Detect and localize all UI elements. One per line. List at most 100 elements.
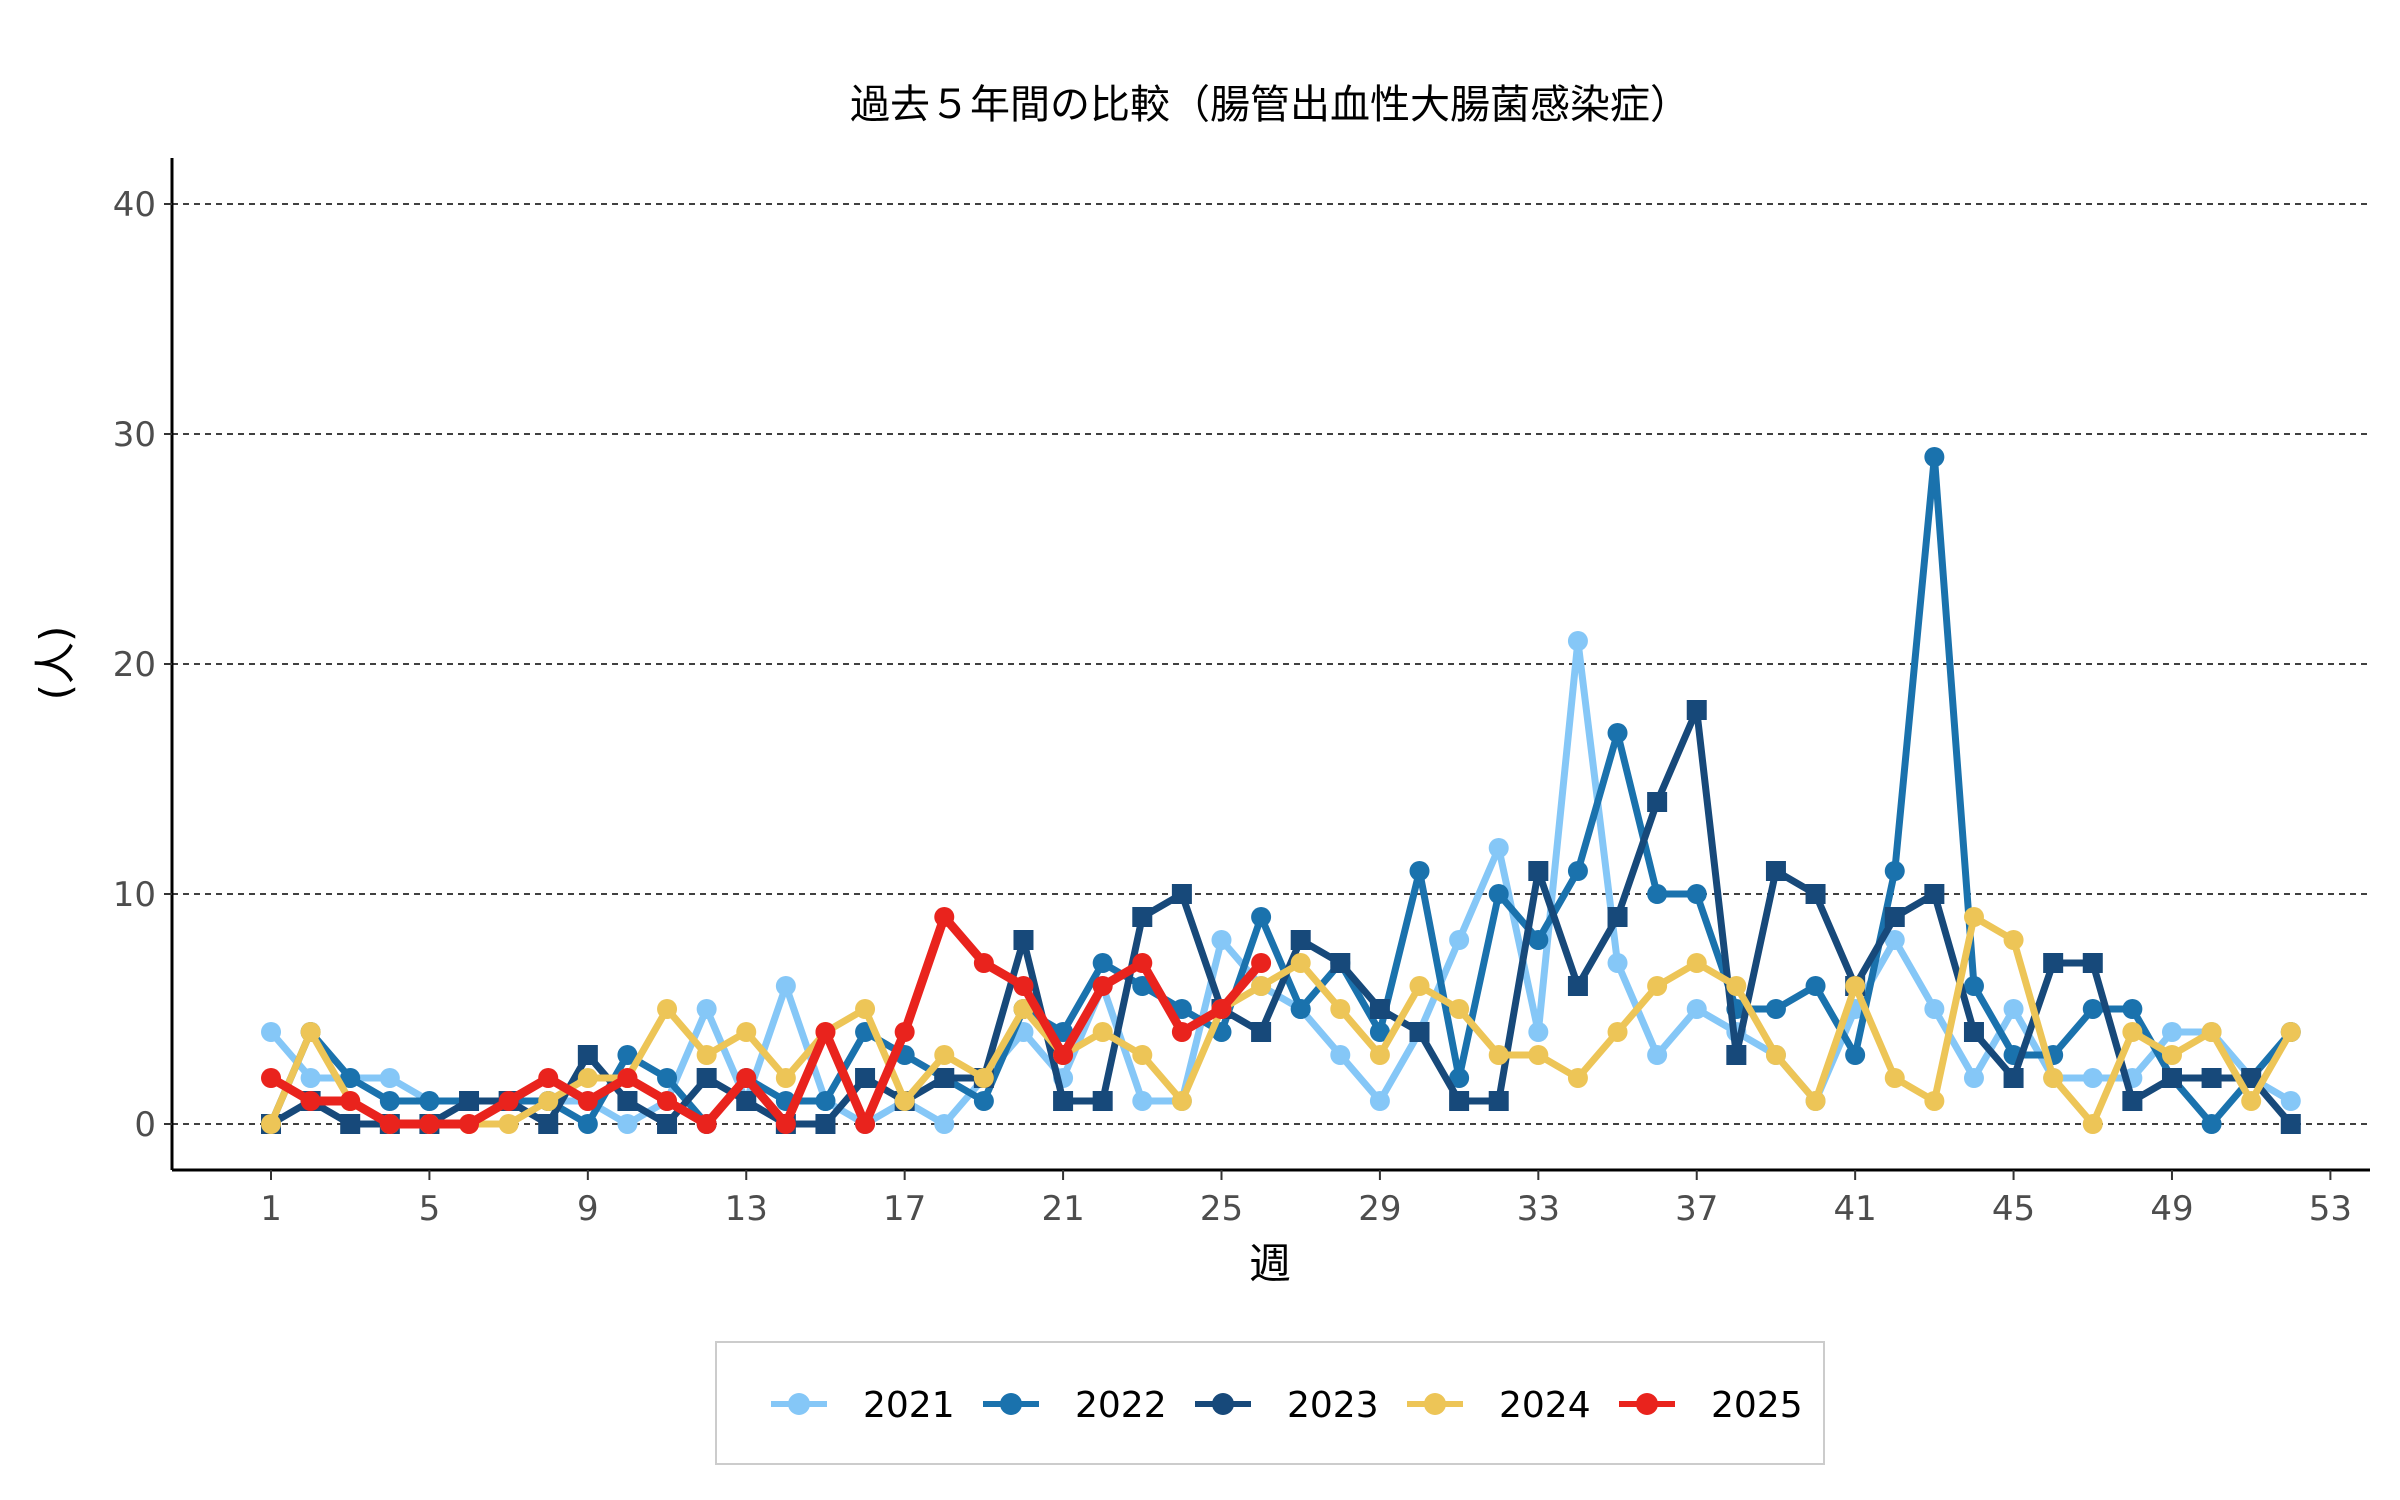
data-point [1092,1022,1113,1042]
data-point [1290,930,1311,950]
data-point [1686,999,1707,1019]
legend-item-2024: 2024 [1407,1385,1591,1426]
data-point [2043,953,2064,973]
data-point [2003,930,2024,950]
data-point [1647,884,1668,904]
x-axis-title: 週 [1249,1239,1291,1288]
data-point [1686,884,1707,904]
data-point [1369,1091,1390,1111]
data-point [1211,999,1232,1019]
data-point [775,1114,796,1134]
data-point [1647,792,1668,812]
x-tick-label: 33 [1517,1189,1560,1229]
data-point [1963,1022,1984,1042]
data-point [617,1091,638,1111]
data-point [1053,1045,1074,1065]
data-point [973,1068,994,1088]
data-point [1171,1091,1192,1111]
x-axis-ticks: 1 5 9 13 17 21 25 29 33 37 41 45 49 53 [260,1170,2352,1229]
data-point [1567,861,1588,881]
data-point [736,1022,757,1042]
legend-label: 2021 [863,1385,955,1426]
data-point [736,1091,757,1111]
legend-marker [788,1393,810,1415]
data-point [1963,907,1984,927]
data-point [2201,1022,2222,1042]
x-tick-label: 45 [1992,1189,2035,1229]
data-point [2201,1068,2222,1088]
data-point [894,1022,915,1042]
data-point [1409,1022,1430,1042]
legend-marker [1424,1393,1446,1415]
chart-title: 過去５年間の比較（腸管出血性大腸菌感染症） [850,82,1690,128]
data-point [1528,861,1549,881]
data-point [577,1114,598,1134]
data-point [379,1068,400,1088]
data-point [2280,1091,2301,1111]
x-tick-label: 13 [725,1189,768,1229]
data-point [577,1068,598,1088]
data-point [1092,1091,1113,1111]
data-point [1369,999,1390,1019]
data-point [1607,953,1628,973]
data-point [498,1114,519,1134]
data-point [1884,1068,1905,1088]
x-tick-label: 41 [1834,1189,1877,1229]
data-point [1924,447,1945,467]
data-point [2122,999,2143,1019]
data-point [1449,930,1470,950]
data-point [1013,930,1034,950]
data-point [657,1091,678,1111]
data-point [1171,1022,1192,1042]
y-tick-label: 20 [113,645,156,685]
legend-label: 2025 [1711,1385,1803,1426]
x-tick-label: 9 [577,1189,599,1229]
y-tick-label: 30 [113,415,156,455]
data-point [1132,1045,1153,1065]
data-point [1726,976,1747,996]
data-point [1251,907,1272,927]
legend-label: 2022 [1075,1385,1167,1426]
data-point [1528,1045,1549,1065]
data-point [934,1068,955,1088]
data-point [1369,1045,1390,1065]
legend-marker [1636,1393,1658,1415]
data-point [973,1091,994,1111]
data-point [736,1068,757,1088]
data-point [617,1045,638,1065]
data-point [261,1022,282,1042]
data-point [1132,1091,1153,1111]
data-point [459,1091,480,1111]
y-tick-label: 10 [113,875,156,915]
data-point [934,1045,955,1065]
data-point [855,1114,876,1134]
data-point [1765,861,1786,881]
legend-label: 2023 [1287,1385,1379,1426]
data-point [2241,1091,2262,1111]
data-point [1251,953,1272,973]
data-point [1805,976,1826,996]
data-point [419,1114,440,1134]
data-point [2280,1114,2301,1134]
data-point [894,1091,915,1111]
data-point [2280,1022,2301,1042]
data-point [2161,1022,2182,1042]
data-point [1092,976,1113,996]
x-tick-label: 21 [1041,1189,1084,1229]
data-point [1845,976,1866,996]
data-point [1488,1045,1509,1065]
data-point [973,953,994,973]
data-point [1330,1045,1351,1065]
series-line [268,637,2293,1128]
data-point [657,1068,678,1088]
series-line [269,706,2294,1128]
data-point [1488,838,1509,858]
data-point [1647,976,1668,996]
data-point [815,1091,836,1111]
data-point [1924,884,1945,904]
x-tick-label: 17 [883,1189,926,1229]
legend-marker [1212,1393,1234,1415]
data-point [2082,999,2103,1019]
y-tick-label: 40 [113,185,156,225]
data-point [340,1068,361,1088]
